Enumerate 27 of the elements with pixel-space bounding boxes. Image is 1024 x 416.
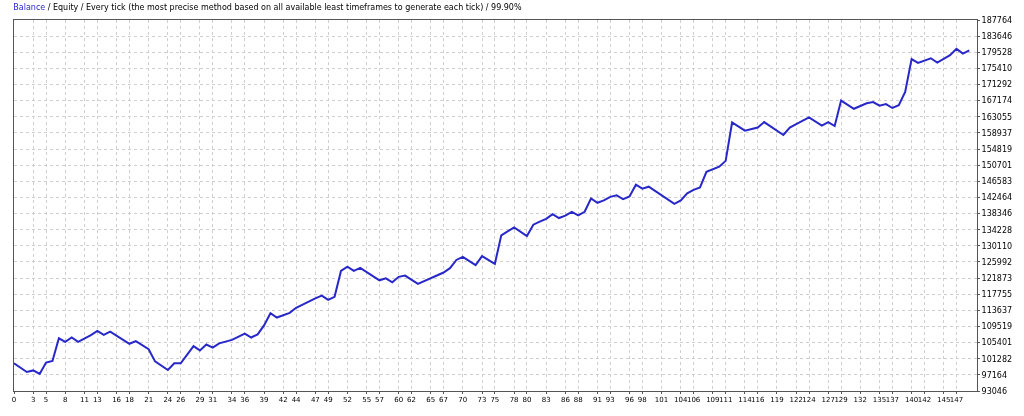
y-tick-label: 125992 [981,257,1013,267]
y-tick-label: 121873 [981,273,1013,283]
y-tick-label: 113637 [981,306,1013,316]
y-tick-label: 167174 [981,96,1013,106]
y-tick-label: 183646 [981,31,1013,41]
y-tick-label: 101282 [981,354,1013,364]
y-tick-label: 105401 [981,338,1013,348]
y-tick-label: 93046 [981,386,1008,396]
text: Balance [13,2,46,12]
y-tick-label: 154819 [981,144,1013,154]
y-tick-label: 179528 [981,48,1013,58]
y-tick-label: 171292 [981,80,1013,90]
y-tick-label: 187764 [981,15,1013,25]
y-tick-label: 146583 [981,177,1013,187]
line-series [14,47,971,375]
y-tick-label: 117755 [981,290,1013,300]
y-tick-label: 150701 [981,160,1013,170]
y-tick-label: 142464 [981,193,1013,203]
y-tick-label: 158937 [981,128,1013,138]
y-tick-label: 138346 [981,209,1013,219]
chart-title: / Equity / Every tick (the most precise method based on all available least timeframes to generate each tick) / 99.90% [47,2,522,12]
y-tick-label: 109519 [981,322,1013,332]
y-tick-label: 97164 [981,370,1008,380]
y-tick-label: 163055 [981,112,1013,122]
y-tick-label: 130110 [981,241,1013,251]
y-tick-label: 175410 [981,64,1013,74]
y-tick-label: 134228 [981,225,1013,235]
